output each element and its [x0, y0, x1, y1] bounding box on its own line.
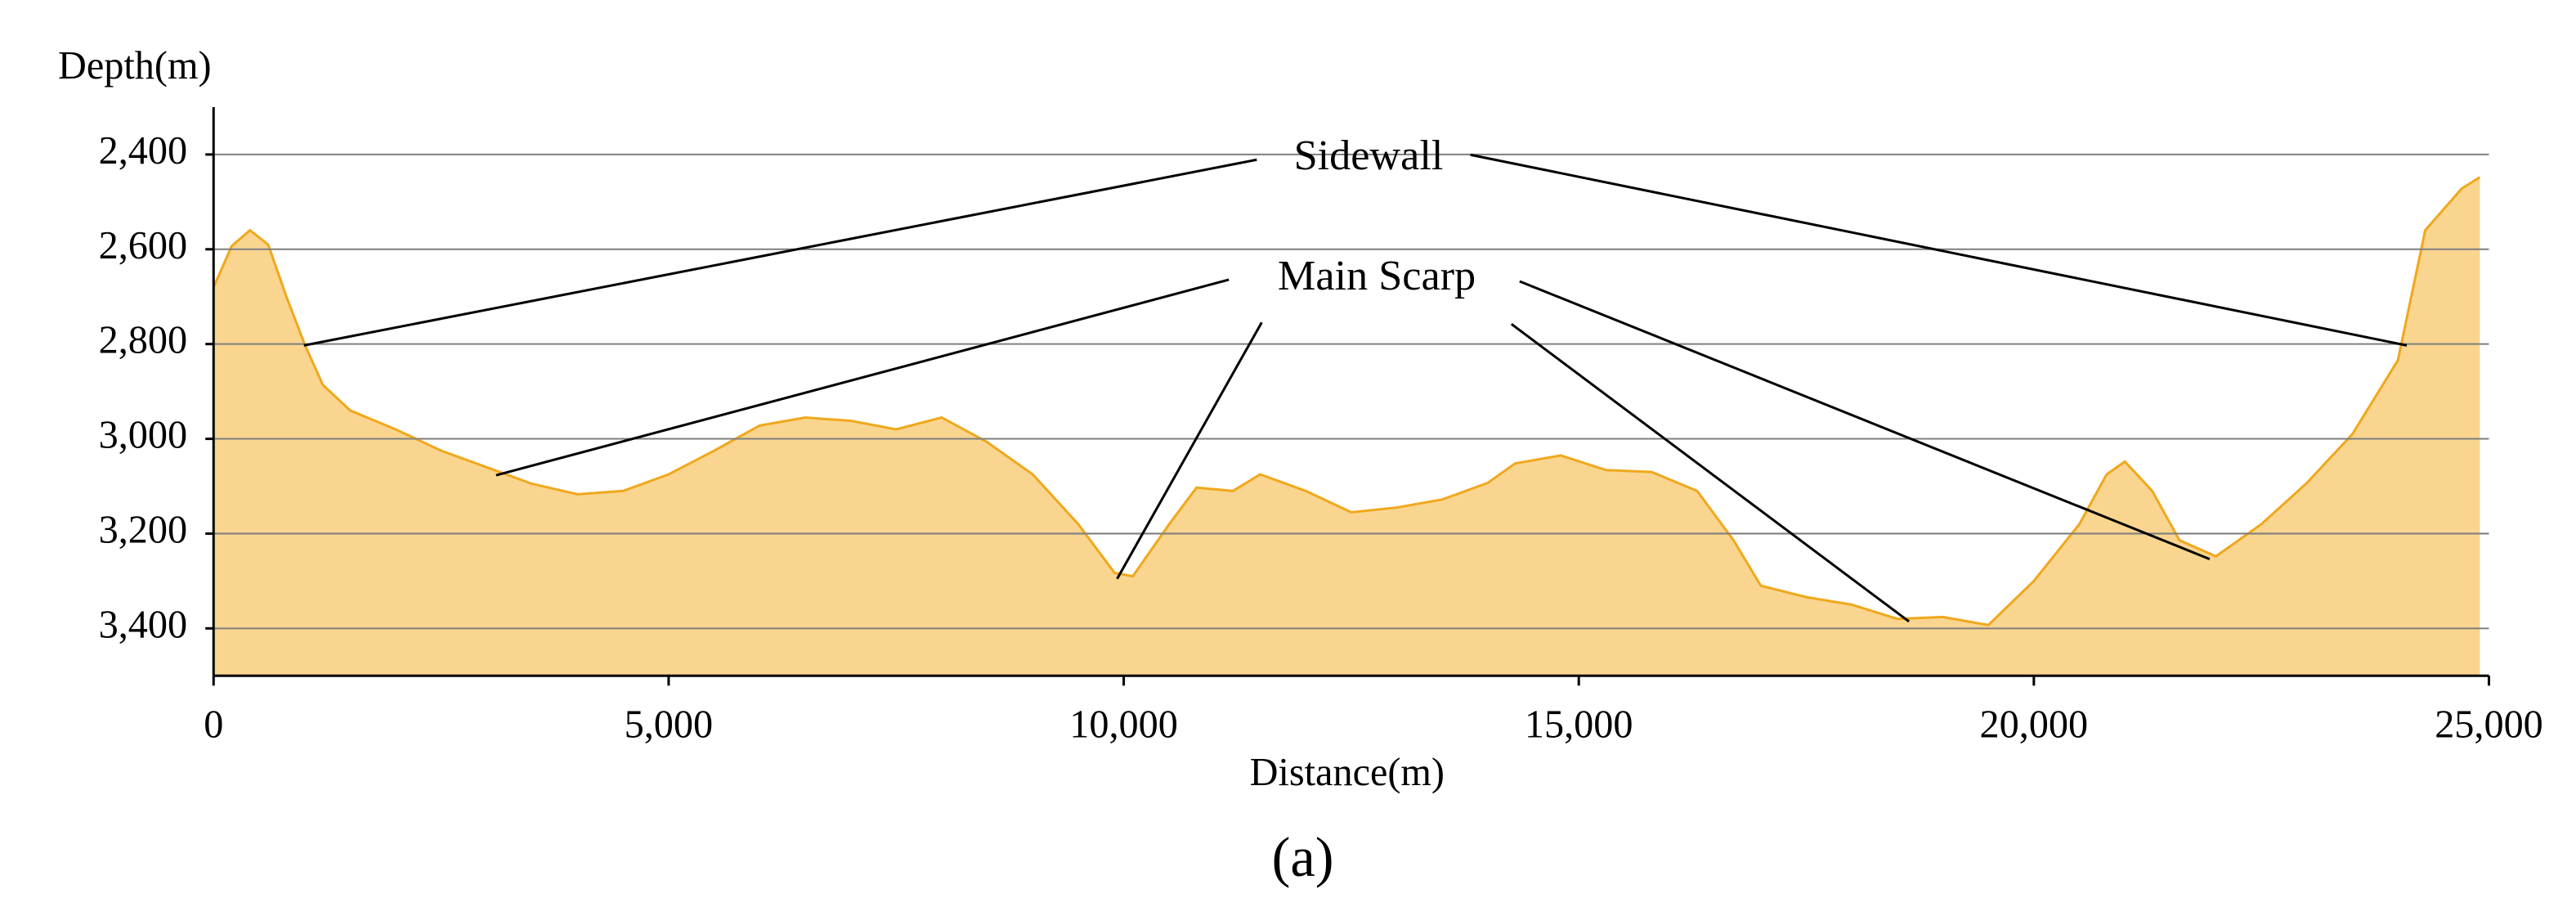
y-axis-label: Depth(m)	[58, 44, 211, 88]
area	[213, 177, 2480, 676]
x-tick-label: 5,000	[625, 703, 714, 747]
leader-line	[1519, 280, 2211, 560]
leader-lines	[303, 153, 2408, 623]
annotation: Main Scarp	[1278, 252, 1476, 299]
x-tick-label: 25,000	[2435, 703, 2543, 747]
y-tick-label: 2,400	[99, 129, 188, 173]
x-tick-label: 15,000	[1525, 703, 1633, 747]
leader-line	[303, 158, 1257, 347]
area-line	[212, 176, 2481, 626]
y-tick-label: 2,800	[99, 319, 188, 362]
leader-line	[1470, 153, 2408, 347]
y-tick-label: 2,600	[99, 224, 188, 267]
y-tick-label: 3,200	[99, 509, 188, 552]
y-tick-label: 3,400	[99, 603, 188, 646]
x-tick-label: 20,000	[1980, 703, 2089, 747]
caption: (a)	[1272, 826, 1334, 888]
x-tick-label: 0	[204, 703, 223, 747]
x-tick-label: 10,000	[1069, 703, 1178, 747]
annotation: Sidewall	[1294, 132, 1444, 179]
leader-line	[1116, 321, 1263, 580]
y-tick-label: 3,000	[99, 414, 188, 457]
x-axis-label: Distance(m)	[1250, 751, 1445, 794]
leader-line	[1510, 323, 1911, 623]
leader-line	[495, 278, 1230, 477]
